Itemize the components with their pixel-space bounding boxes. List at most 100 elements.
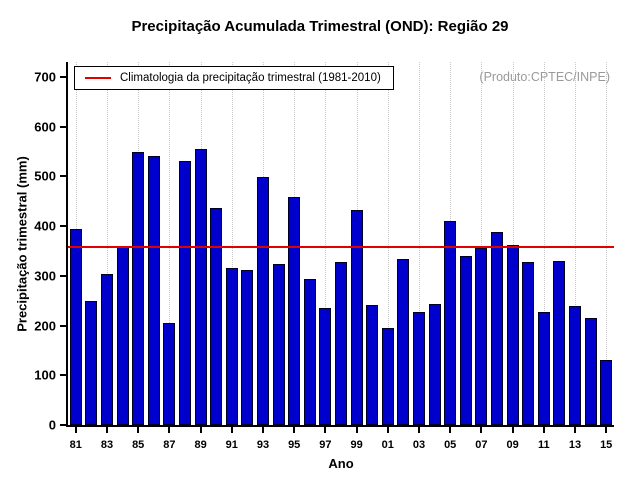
x-tick <box>449 427 452 433</box>
x-tick-label: 83 <box>100 439 114 451</box>
x-tick-label: 13 <box>568 439 582 451</box>
x-tick-label: 03 <box>412 439 426 451</box>
bar <box>397 259 410 425</box>
y-tick-label: 200 <box>34 318 56 334</box>
y-tick <box>60 324 66 327</box>
y-tick-label: 100 <box>34 367 56 383</box>
x-tick <box>574 427 576 433</box>
bar <box>179 161 191 425</box>
x-tick-label: 97 <box>319 439 332 451</box>
bar <box>522 262 535 425</box>
x-tick <box>324 427 327 433</box>
x-tick <box>480 427 483 433</box>
y-tick <box>60 374 66 377</box>
bar <box>303 279 316 425</box>
x-tick <box>418 427 420 433</box>
x-tick-label: 87 <box>163 439 176 451</box>
x-tick-label: 89 <box>194 439 207 451</box>
gridline <box>419 62 420 425</box>
bar <box>475 248 488 425</box>
y-tick-label: 300 <box>34 268 56 284</box>
bar <box>210 207 223 425</box>
chart-title: Precipitação Acumulada Trimestral (OND):… <box>131 18 509 35</box>
bar <box>537 311 550 425</box>
bar <box>319 308 332 425</box>
x-tick <box>230 427 233 433</box>
x-tick <box>386 427 389 433</box>
y-tick <box>60 175 66 178</box>
y-tick <box>60 75 66 78</box>
x-tick-label: 81 <box>69 439 82 451</box>
bar <box>194 149 207 425</box>
gridline <box>107 62 108 425</box>
bar <box>428 304 441 425</box>
bar <box>163 323 176 425</box>
bar <box>600 360 613 425</box>
product-watermark: (Produto:CPTEC/INPE) <box>479 70 610 84</box>
gridline <box>387 62 389 425</box>
y-tick-label: 400 <box>34 218 56 234</box>
bar <box>366 304 379 425</box>
gridline <box>575 62 576 425</box>
x-tick-label: 15 <box>600 439 613 451</box>
y-tick-label: 600 <box>34 119 56 135</box>
bar <box>147 155 160 425</box>
y-tick-label: 500 <box>34 168 56 184</box>
gridline <box>325 62 327 425</box>
x-tick-label: 09 <box>506 439 519 451</box>
x-tick <box>199 427 202 433</box>
x-tick-label: 95 <box>288 439 301 451</box>
x-tick <box>511 427 514 433</box>
y-tick <box>60 424 66 426</box>
x-axis-title: Ano <box>328 456 354 471</box>
x-tick <box>605 427 608 433</box>
bar <box>413 311 425 425</box>
bar <box>116 246 129 425</box>
x-tick-label: 11 <box>537 439 550 451</box>
y-tick <box>60 225 66 228</box>
bar <box>553 260 566 425</box>
bar <box>288 197 301 425</box>
x-tick <box>137 427 140 433</box>
climatology-line <box>68 245 614 248</box>
y-axis-title: Precipitação trimestral (mm) <box>14 156 30 332</box>
bar <box>459 255 472 425</box>
x-tick <box>106 427 108 433</box>
bar <box>85 300 98 425</box>
x-tick-label: 91 <box>225 439 238 451</box>
bar <box>491 232 503 425</box>
x-tick <box>262 427 264 433</box>
y-tick-label: 0 <box>48 417 56 433</box>
bar <box>257 177 269 425</box>
legend-label: Climatologia da precipitação trimestral … <box>120 72 381 84</box>
bar <box>506 245 519 425</box>
x-tick-label: 99 <box>350 439 363 451</box>
x-tick-label: 85 <box>132 439 145 451</box>
legend: Climatologia da precipitação trimestral … <box>74 66 394 90</box>
plot-area: Climatologia da precipitação trimestral … <box>15 62 614 471</box>
bar <box>225 268 238 425</box>
gridline <box>543 62 545 425</box>
bar <box>569 305 581 425</box>
bar <box>69 228 82 425</box>
gridline <box>481 62 483 425</box>
x-tick-label: 01 <box>381 439 394 451</box>
y-tick-label: 700 <box>34 69 56 85</box>
bar <box>272 264 285 425</box>
bar <box>101 274 113 425</box>
gridline <box>169 62 171 425</box>
bar <box>350 210 363 425</box>
x-tick <box>355 427 358 433</box>
bar <box>444 221 457 425</box>
x-tick <box>74 427 77 433</box>
legend-line-sample <box>85 77 111 79</box>
y-tick <box>60 274 66 277</box>
bar <box>335 261 347 425</box>
bar <box>241 269 254 425</box>
y-tick <box>60 125 66 128</box>
bar <box>132 151 145 425</box>
x-tick <box>293 427 296 433</box>
bar <box>381 328 394 425</box>
bar <box>584 318 597 425</box>
